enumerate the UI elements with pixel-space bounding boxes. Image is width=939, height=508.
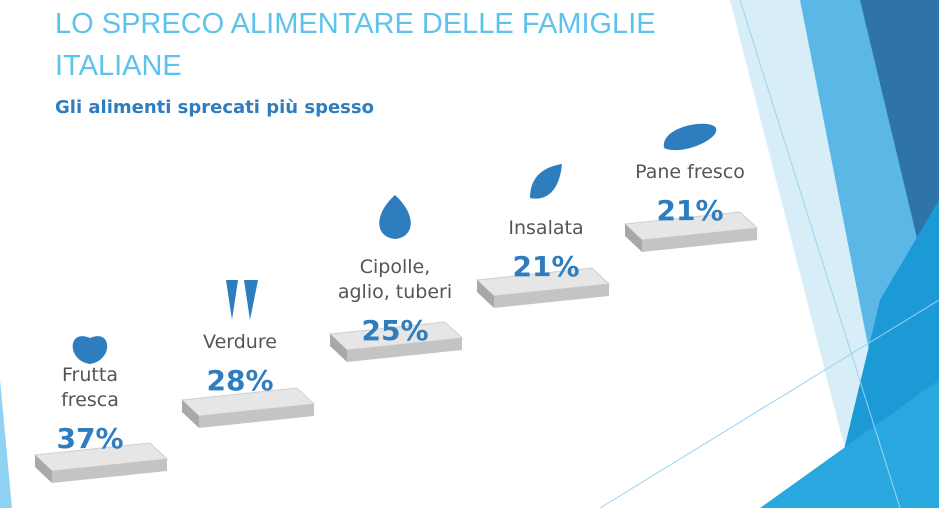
step-value: 21% [656,194,723,227]
slab-front [625,224,642,252]
icon [72,324,108,364]
slab-side [199,404,314,428]
step-label: aglio, tuberi [338,281,452,303]
step-value: 25% [361,314,428,347]
step-label: fresca [61,389,119,411]
slab-side [642,228,757,252]
step-label: Frutta [62,364,118,386]
slab-front [330,334,347,362]
slab-side [52,459,167,483]
slab-front [182,400,199,428]
title-line: ITALIANE [55,50,182,82]
step: Cipolle, aglio, tuberi 25% [328,195,464,362]
step: Insalata 21% [475,164,611,308]
slab-side [494,284,609,308]
icon [530,164,562,199]
icon [226,280,258,320]
slab-front [477,280,494,308]
step-label: Insalata [508,217,583,239]
step: Verdure 28% [180,280,316,428]
step-value: 37% [56,422,123,455]
step-label: Verdure [203,331,277,353]
step: Pane fresco 21% [623,123,759,252]
step-label: Cipolle, [360,256,431,278]
step: Frutta fresca 37% [33,324,169,483]
step-value: 21% [512,250,579,283]
title-line: LO SPRECO ALIMENTARE DELLE FAMIGLIE [55,8,656,40]
slab-front [35,455,52,483]
steps: Frutta fresca 37% Verdure 28% Cipolle, aglio, … [33,123,759,483]
icon [379,195,411,239]
icon [663,123,717,151]
subtitle: Gli alimenti sprecati più spesso [55,97,374,118]
slab-side [347,338,462,362]
step-label: Pane fresco [635,161,745,183]
step-value: 28% [206,364,273,397]
